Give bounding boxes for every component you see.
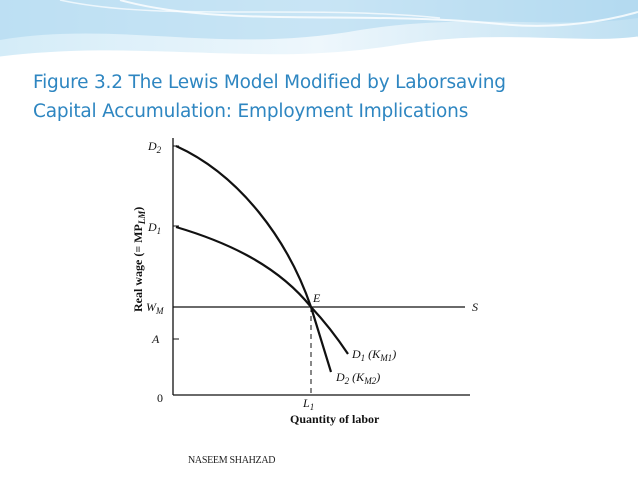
- tick-label-d1: D1: [147, 220, 161, 236]
- curve-d2-label: D2 (KM2): [335, 370, 380, 386]
- tick-label-l1: L1: [302, 396, 314, 412]
- slide-banner-decoration: [0, 0, 638, 72]
- tick-label-d2: D2: [147, 139, 162, 155]
- slide-footer-author: NASEEM SHAHZAD: [188, 455, 276, 466]
- slide-title: Figure 3.2 The Lewis Model Modified by L…: [33, 68, 623, 126]
- x-axis-title: Quantity of labor: [290, 412, 380, 426]
- y-axis-title: Real wage (= MPLM): [131, 207, 147, 312]
- tick-label-wm: WM: [146, 300, 164, 316]
- origin-label: 0: [157, 391, 163, 405]
- slide-title-line-2: Capital Accumulation: Employment Implica…: [33, 101, 469, 122]
- point-e-label: E: [312, 291, 321, 305]
- slide-title-line-1: Figure 3.2 The Lewis Model Modified by L…: [33, 72, 506, 93]
- supply-s-label: S: [472, 300, 478, 314]
- tick-label-a: A: [151, 332, 160, 346]
- curve-d1-label: D1 (KM1): [351, 347, 396, 363]
- curve-d2: [175, 144, 333, 373]
- curve-d1: [175, 225, 349, 355]
